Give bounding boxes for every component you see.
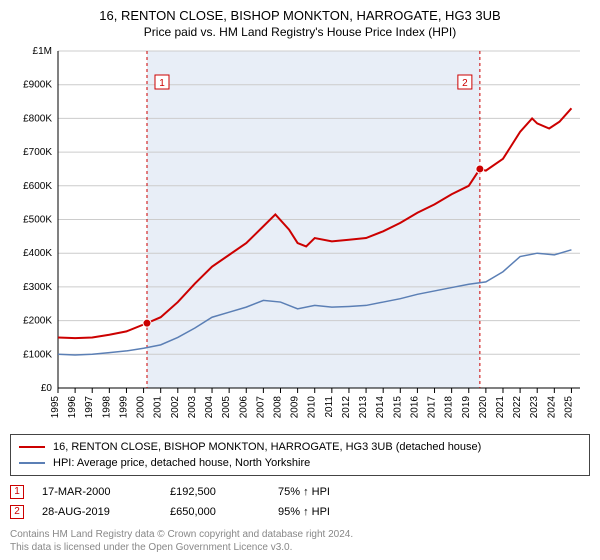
svg-text:1997: 1997 <box>84 396 95 419</box>
svg-text:1: 1 <box>159 78 165 89</box>
svg-text:1999: 1999 <box>118 396 129 419</box>
svg-text:2017: 2017 <box>427 396 438 419</box>
legend-box: 16, RENTON CLOSE, BISHOP MONKTON, HARROG… <box>10 434 590 476</box>
title-address: 16, RENTON CLOSE, BISHOP MONKTON, HARROG… <box>10 8 590 23</box>
svg-text:£900K: £900K <box>23 80 52 91</box>
svg-text:2012: 2012 <box>341 396 352 419</box>
svg-text:2000: 2000 <box>136 396 147 419</box>
svg-text:2016: 2016 <box>409 396 420 419</box>
svg-text:2022: 2022 <box>512 396 523 419</box>
svg-text:2007: 2007 <box>255 396 266 419</box>
svg-text:2023: 2023 <box>529 396 540 419</box>
legend-label-property: 16, RENTON CLOSE, BISHOP MONKTON, HARROG… <box>53 441 481 453</box>
svg-text:2006: 2006 <box>238 396 249 419</box>
sale-pct-1: 75% ↑ HPI <box>278 486 378 498</box>
svg-text:1995: 1995 <box>50 396 61 419</box>
svg-text:£0: £0 <box>41 383 53 394</box>
legend-row-hpi: HPI: Average price, detached house, Nort… <box>19 455 581 471</box>
svg-text:2019: 2019 <box>461 396 472 419</box>
svg-text:2009: 2009 <box>290 396 301 419</box>
footer-line-1: Contains HM Land Registry data © Crown c… <box>10 528 590 541</box>
svg-text:2015: 2015 <box>392 396 403 419</box>
sale-date-1: 17-MAR-2000 <box>42 486 152 498</box>
svg-text:2011: 2011 <box>324 396 335 418</box>
sale-date-2: 28-AUG-2019 <box>42 506 152 518</box>
svg-text:£400K: £400K <box>23 248 52 259</box>
sales-table: 1 17-MAR-2000 £192,500 75% ↑ HPI 2 28-AU… <box>10 482 590 522</box>
footer: Contains HM Land Registry data © Crown c… <box>10 528 590 554</box>
legend-label-hpi: HPI: Average price, detached house, Nort… <box>53 457 310 469</box>
legend-swatch-hpi <box>19 462 45 464</box>
svg-text:£800K: £800K <box>23 113 52 124</box>
svg-text:2001: 2001 <box>153 396 164 419</box>
svg-text:2021: 2021 <box>495 396 506 419</box>
sale-price-1: £192,500 <box>170 486 260 498</box>
svg-text:£700K: £700K <box>23 147 52 158</box>
sale-marker-1: 1 <box>10 485 24 499</box>
legend-swatch-property <box>19 446 45 448</box>
svg-text:2014: 2014 <box>375 396 386 419</box>
chart-area: £0 £100K £200K £300K £400K £500K £600K £700K £80… <box>10 45 590 430</box>
svg-text:£300K: £300K <box>23 282 52 293</box>
svg-text:1996: 1996 <box>67 396 78 419</box>
svg-text:2025: 2025 <box>563 396 574 419</box>
footer-line-2: This data is licensed under the Open Gov… <box>10 541 590 554</box>
svg-text:£200K: £200K <box>23 316 52 327</box>
svg-text:£500K: £500K <box>23 215 52 226</box>
svg-text:2005: 2005 <box>221 396 232 419</box>
line-chart: £0 £100K £200K £300K £400K £500K £600K £700K £80… <box>10 45 590 430</box>
svg-text:£1M: £1M <box>33 46 52 57</box>
svg-text:2020: 2020 <box>478 396 489 419</box>
sale-marker-2: 2 <box>10 505 24 519</box>
table-row: 2 28-AUG-2019 £650,000 95% ↑ HPI <box>10 502 590 522</box>
chart-title-block: 16, RENTON CLOSE, BISHOP MONKTON, HARROG… <box>10 8 590 39</box>
svg-text:2010: 2010 <box>307 396 318 419</box>
title-subtitle: Price paid vs. HM Land Registry's House … <box>10 25 590 39</box>
svg-text:2008: 2008 <box>272 396 283 419</box>
svg-text:2004: 2004 <box>204 396 215 419</box>
svg-text:2024: 2024 <box>546 396 557 419</box>
sale-pct-2: 95% ↑ HPI <box>278 506 378 518</box>
svg-text:2003: 2003 <box>187 396 198 419</box>
svg-text:2013: 2013 <box>358 396 369 419</box>
svg-text:£100K: £100K <box>23 349 52 360</box>
sale-price-2: £650,000 <box>170 506 260 518</box>
svg-text:1998: 1998 <box>101 396 112 419</box>
svg-text:2: 2 <box>462 78 468 89</box>
svg-text:£600K: £600K <box>23 181 52 192</box>
svg-text:2018: 2018 <box>444 396 455 419</box>
legend-row-property: 16, RENTON CLOSE, BISHOP MONKTON, HARROG… <box>19 439 581 455</box>
svg-text:2002: 2002 <box>170 396 181 419</box>
table-row: 1 17-MAR-2000 £192,500 75% ↑ HPI <box>10 482 590 502</box>
